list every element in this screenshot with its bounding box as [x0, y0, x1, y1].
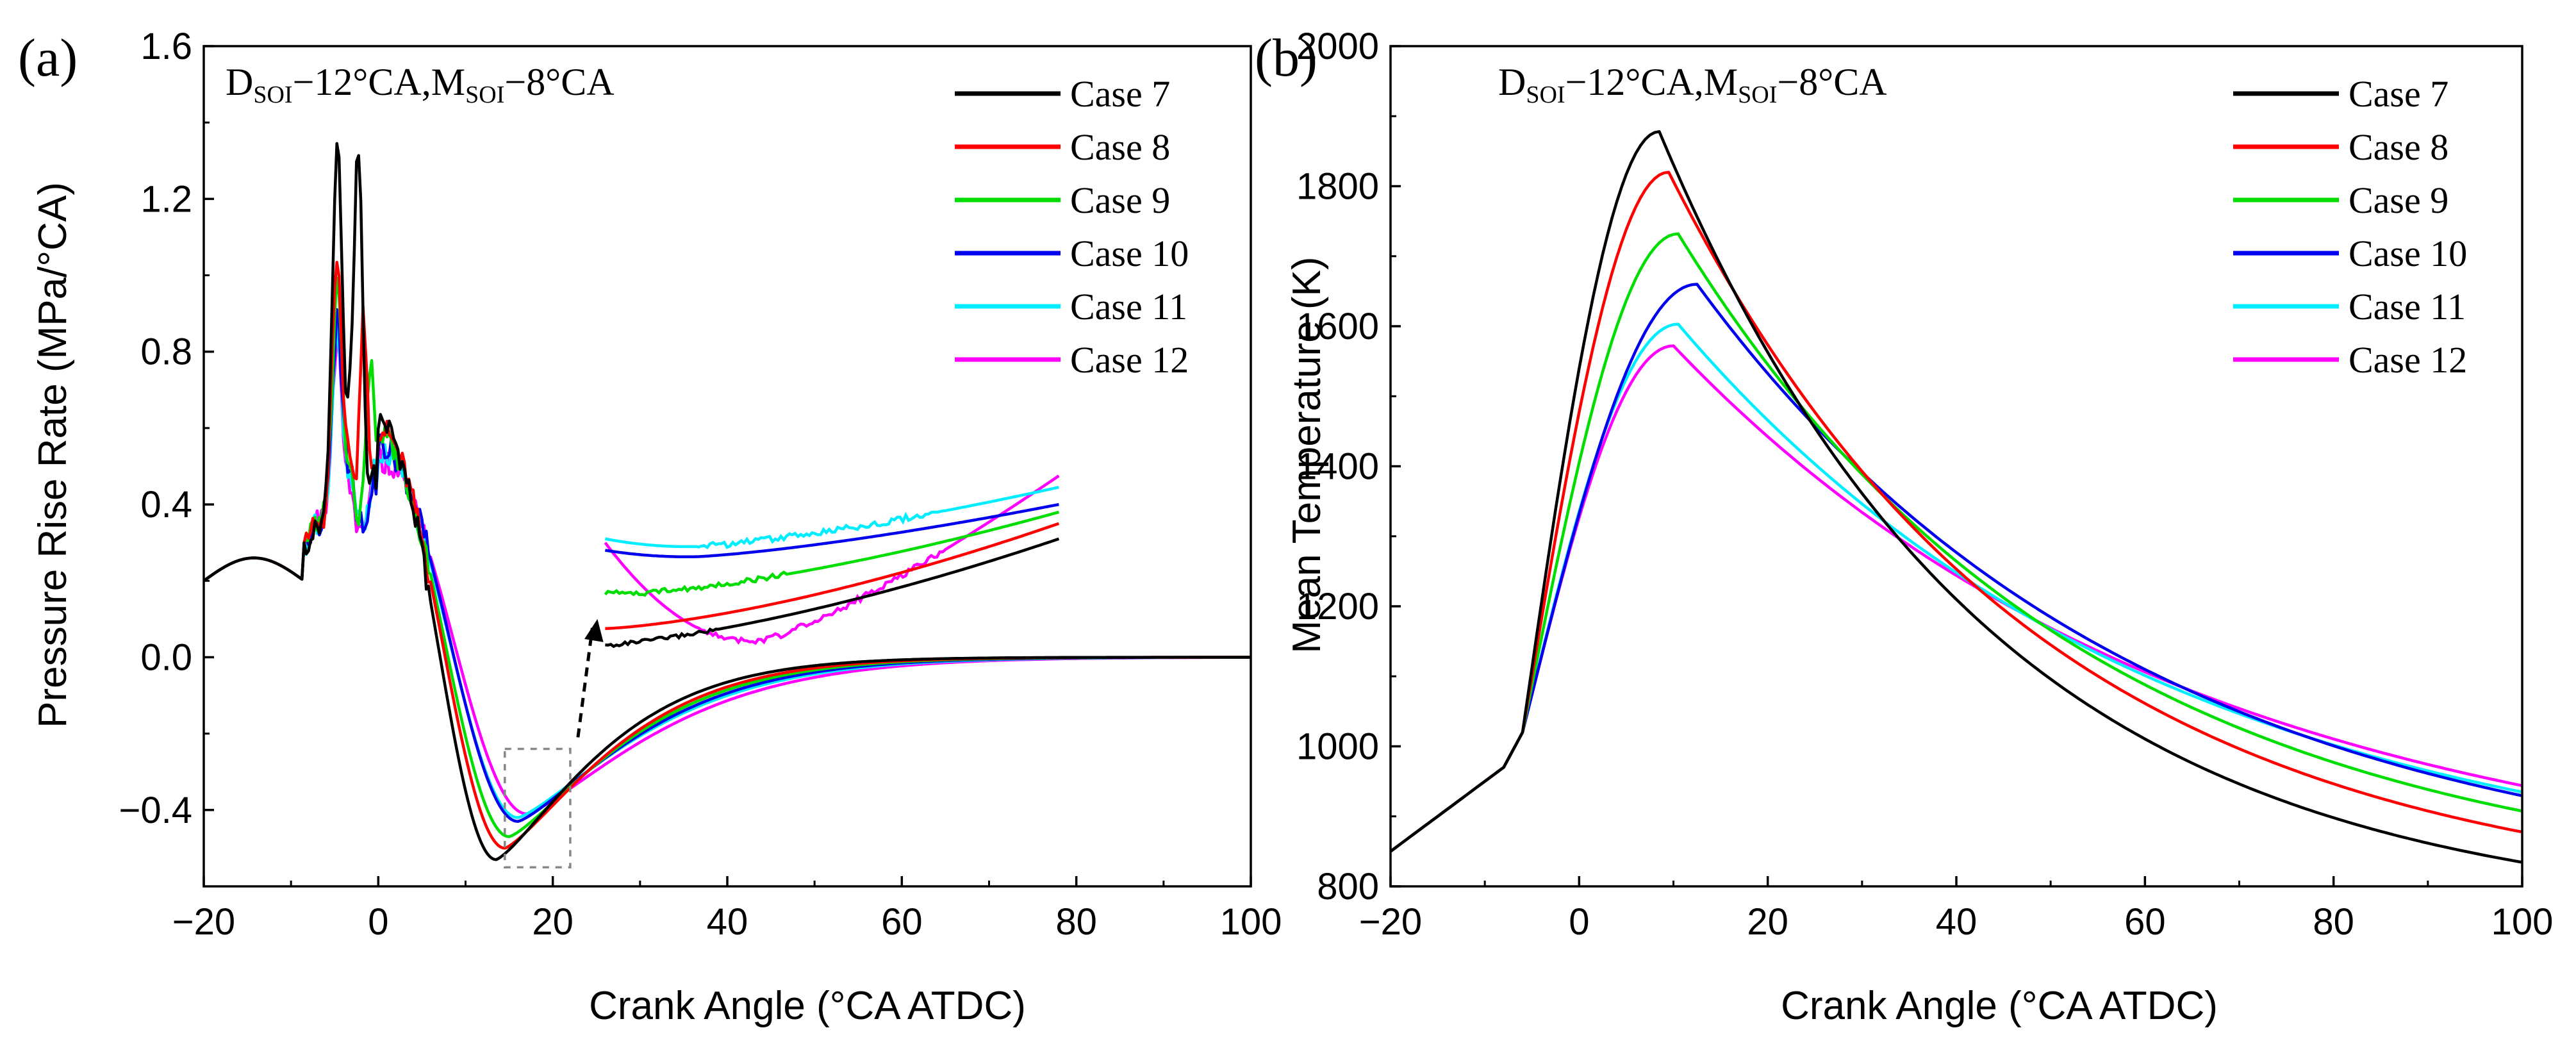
panel-b-xtick-label: 20	[1747, 901, 1788, 943]
panel-a-legend-entry: Case 10	[1070, 233, 1189, 274]
panel-a-inset-line	[605, 502, 1059, 559]
panel-b-label: (b)	[1255, 28, 1317, 88]
panel-b-legend-entry: Case 11	[2349, 286, 2466, 328]
panel-b-series-line	[1391, 130, 2522, 864]
panel-b-legend-entry: Case 8	[2349, 126, 2448, 168]
panel-a-inset-line	[604, 486, 1059, 550]
panel-a-legend-entry: Case 11	[1070, 286, 1187, 328]
panel-a-ytick-label: 0.0	[140, 636, 192, 678]
panel-a-inset-line	[605, 522, 1060, 631]
panel-a-ytick-label: 0.4	[140, 484, 192, 526]
panel-b-xlabel: Crank Angle (°CA ATDC)	[1781, 984, 2218, 1028]
panel-b-xtick-label: 60	[2124, 901, 2166, 943]
panel-a-label: (a)	[18, 28, 78, 88]
panel-b-ytick-label: 1200	[1296, 586, 1379, 627]
panel-b-xtick-label: 40	[1936, 901, 1977, 943]
panel-b-series-line	[1391, 283, 2522, 853]
panel-b-ytick-label: 1800	[1296, 166, 1379, 208]
panel-a-legend-entry: Case 12	[1070, 339, 1189, 381]
panel-b-ytick-label: 2000	[1296, 26, 1379, 67]
panel-a-xlabel: Crank Angle (°CA ATDC)	[589, 984, 1026, 1028]
panel-b-xtick-label: 100	[2491, 901, 2554, 943]
panel-a-inset-line	[605, 537, 1060, 649]
panel-b-ytick-label: 1400	[1296, 446, 1379, 488]
panel-a-zoom-arrow	[576, 627, 594, 738]
panel-b-series-line	[1391, 170, 2522, 853]
panel-a-legend-entry: Case 7	[1070, 73, 1170, 115]
panel-b-frame	[1389, 45, 2523, 888]
panel-b-xtick-label: 0	[1569, 901, 1589, 943]
panel-a-inset-line	[604, 510, 1059, 597]
panel-b-legend-entry: Case 7	[2349, 73, 2448, 115]
panel-b-chart: (b) DSOI−12°CA,MSOI−8°CA Crank Angle (°C…	[1255, 26, 2553, 1028]
panel-a-series-line	[204, 339, 1251, 816]
panel-a-xtick-label: 80	[1055, 901, 1097, 943]
panel-a-ylabel: Pressure Rise Rate (MPa/°CA)	[31, 182, 75, 728]
panel-a-zoom-box	[504, 747, 572, 868]
panel-b-ylabel: Mean Temperature (K)	[1285, 256, 1329, 653]
panel-a-ytick-label: −0.4	[119, 790, 193, 831]
panel-a-xtick-label: 40	[707, 901, 748, 943]
panel-b-legend-entry: Case 10	[2349, 233, 2467, 274]
panel-a-series-line	[204, 142, 1251, 861]
panel-a-ytick-label: 1.2	[140, 178, 192, 220]
panel-a-legend-entry: Case 8	[1070, 126, 1170, 168]
panel-b-series-line	[1391, 232, 2522, 853]
panel-a-legend-entry: Case 9	[1070, 179, 1170, 221]
panel-b-legend-entry: Case 9	[2349, 179, 2448, 221]
panel-a-chart: (a) DSOI−12°CA,MSOI−8°CA Crank Angle (°C…	[18, 26, 1282, 1028]
panel-a-annotation: DSOI−12°CA,MSOI−8°CA	[226, 61, 615, 108]
panel-b-xtick-label: 80	[2313, 901, 2354, 943]
panel-a-ytick-label: 0.8	[140, 331, 192, 373]
panel-a-xtick-label: −20	[172, 901, 235, 943]
panel-b-legend-entry: Case 12	[2349, 339, 2467, 381]
panel-a-inset-line	[604, 474, 1060, 645]
panel-b-xtick-label: −20	[1359, 901, 1422, 943]
panel-a-ytick-label: 1.6	[140, 26, 192, 67]
panel-a-zoom-arrowhead	[584, 618, 604, 642]
panel-b-ytick-label: 800	[1317, 866, 1379, 908]
panel-b-annotation: DSOI−12°CA,MSOI−8°CA	[1498, 61, 1887, 108]
panel-a-xtick-label: 100	[1220, 901, 1282, 943]
panel-a-xtick-label: 60	[881, 901, 923, 943]
panel-a-xtick-label: 0	[368, 901, 388, 943]
panel-b-ytick-label: 1000	[1296, 726, 1379, 768]
panel-b-ytick-label: 1600	[1296, 306, 1379, 347]
panel-a-xtick-label: 20	[532, 901, 574, 943]
